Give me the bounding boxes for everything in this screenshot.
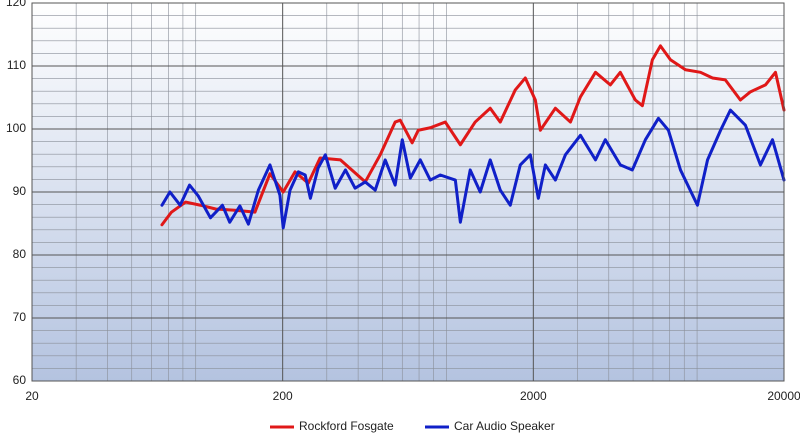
y-tick-label: 80 xyxy=(13,247,27,261)
x-tick-label: 20 xyxy=(25,389,39,403)
y-tick-label: 120 xyxy=(6,0,26,9)
y-tick-label: 70 xyxy=(13,310,27,324)
y-tick-label: 100 xyxy=(6,121,26,135)
x-tick-label: 200 xyxy=(273,389,293,403)
series-line xyxy=(160,44,786,227)
x-tick-label: 20000 xyxy=(767,389,800,403)
y-tick-label: 90 xyxy=(13,184,27,198)
legend-label: Car Audio Speaker xyxy=(454,419,555,433)
series-line xyxy=(160,108,786,230)
legend-label: Rockford Fosgate xyxy=(299,419,394,433)
y-tick-label: 110 xyxy=(7,58,26,72)
y-tick-label: 60 xyxy=(13,373,27,387)
plot-border xyxy=(31,2,785,382)
x-tick-label: 2000 xyxy=(520,389,547,403)
